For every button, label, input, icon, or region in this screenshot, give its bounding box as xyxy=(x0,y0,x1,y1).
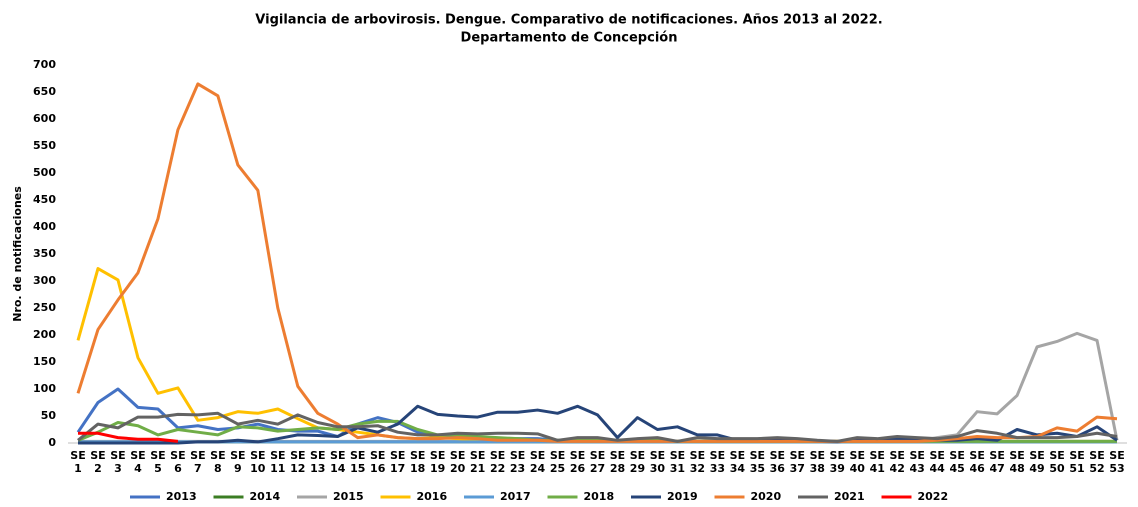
x-tick-label: SE 22 xyxy=(490,449,505,475)
x-tick-label: SE 49 xyxy=(1029,449,1044,475)
x-tick-label: SE 28 xyxy=(610,449,625,475)
x-tick-label: SE 4 xyxy=(130,449,145,475)
y-tick-label: 150 xyxy=(33,355,56,368)
x-tick-label: SE 21 xyxy=(470,449,485,475)
x-tick-label: SE 19 xyxy=(430,449,445,475)
x-tick-label: SE 25 xyxy=(550,449,565,475)
x-tick-label: SE 41 xyxy=(870,449,885,475)
y-tick-label: 250 xyxy=(33,301,56,314)
x-tick-label: SE 3 xyxy=(110,449,125,475)
y-tick-label: 350 xyxy=(33,247,56,260)
x-tick-label: SE 48 xyxy=(1009,449,1024,475)
x-tick-label: SE 6 xyxy=(170,449,185,475)
x-tick-label: SE 10 xyxy=(250,449,266,475)
y-tick-label: 500 xyxy=(33,166,56,179)
y-tick-label: 100 xyxy=(33,382,56,395)
x-tick-label: SE 32 xyxy=(690,449,705,475)
series-line xyxy=(78,331,1119,443)
x-tick-label: SE 36 xyxy=(770,449,786,475)
x-tick-label: SE 37 xyxy=(790,449,805,475)
x-tick-label: SE 15 xyxy=(350,449,365,475)
y-tick-label: 650 xyxy=(33,85,56,98)
x-tick-label: SE 45 xyxy=(949,449,964,475)
x-tick-label: SE 14 xyxy=(330,449,346,475)
x-tick-label: SE 30 xyxy=(650,449,666,475)
y-tick-label: 50 xyxy=(41,409,57,422)
legend-label: 2017 xyxy=(500,490,531,503)
chart-title: Vigilancia de arbovirosis. Dengue. Compa… xyxy=(255,13,882,28)
legend-label: 2019 xyxy=(667,490,698,503)
series-line xyxy=(77,411,1118,443)
x-tick-label: SE 20 xyxy=(450,449,466,475)
x-tick-label: SE 44 xyxy=(929,449,945,475)
x-tick-label: SE 5 xyxy=(150,449,165,475)
legend-label: 2015 xyxy=(333,490,364,503)
y-tick-label: 600 xyxy=(33,112,56,125)
x-tick-label: SE 47 xyxy=(989,449,1004,475)
x-tick-label: SE 39 xyxy=(830,449,845,475)
x-tick-label: SE 43 xyxy=(909,449,924,475)
y-tick-label: 300 xyxy=(33,274,56,287)
x-tick-label: SE 1 xyxy=(70,449,85,475)
x-tick-label: SE 7 xyxy=(190,449,205,475)
y-tick-label: 700 xyxy=(33,58,56,71)
x-tick-label: SE 40 xyxy=(850,449,866,475)
x-tick-label: SE 52 xyxy=(1089,449,1104,475)
x-tick-label: SE 26 xyxy=(570,449,586,475)
y-tick-label: 550 xyxy=(33,139,56,152)
x-tick-label: SE 50 xyxy=(1049,449,1065,475)
x-tick-label: SE 17 xyxy=(390,449,405,475)
legend-label: 2013 xyxy=(166,490,197,503)
x-tick-label: SE 16 xyxy=(370,449,386,475)
y-tick-label: 200 xyxy=(33,328,56,341)
legend-label: 2014 xyxy=(250,490,281,503)
y-tick-label: 400 xyxy=(33,220,56,233)
legend-label: 2020 xyxy=(751,490,782,503)
legend-label: 2021 xyxy=(834,490,865,503)
x-tick-label: SE 29 xyxy=(630,449,645,475)
x-tick-label: SE 23 xyxy=(510,449,525,475)
x-tick-label: SE 27 xyxy=(590,449,605,475)
y-tick-label: 450 xyxy=(33,193,56,206)
x-tick-label: SE 2 xyxy=(90,449,105,475)
x-tick-label: SE 12 xyxy=(290,449,305,475)
legend-label: 2016 xyxy=(417,490,448,503)
legend-label: 2022 xyxy=(918,490,949,503)
x-tick-label: SE 51 xyxy=(1069,449,1084,475)
x-tick-label: SE 53 xyxy=(1109,449,1124,475)
x-tick-label: SE 42 xyxy=(889,449,904,475)
x-tick-label: SE 24 xyxy=(530,449,546,475)
x-tick-label: SE 13 xyxy=(310,449,325,475)
x-tick-label: SE 8 xyxy=(210,449,225,475)
x-tick-label: SE 46 xyxy=(969,449,985,475)
y-axis-label: Nro. de notificaciones xyxy=(11,186,24,322)
x-tick-label: SE 9 xyxy=(230,449,245,475)
chart-subtitle: Departamento de Concepción xyxy=(461,31,678,46)
y-tick-label: 0 xyxy=(48,436,56,449)
series-line xyxy=(78,431,179,443)
x-tick-label: SE 31 xyxy=(670,449,685,475)
x-tick-label: SE 11 xyxy=(270,449,285,475)
legend-label: 2018 xyxy=(584,490,615,503)
x-tick-label: SE 38 xyxy=(810,449,825,475)
x-tick-label: SE 33 xyxy=(710,449,725,475)
series-line xyxy=(76,82,1118,443)
x-tick-label: SE 18 xyxy=(410,449,425,475)
x-tick-label: SE 35 xyxy=(750,449,765,475)
x-tick-label: SE 34 xyxy=(730,449,746,475)
